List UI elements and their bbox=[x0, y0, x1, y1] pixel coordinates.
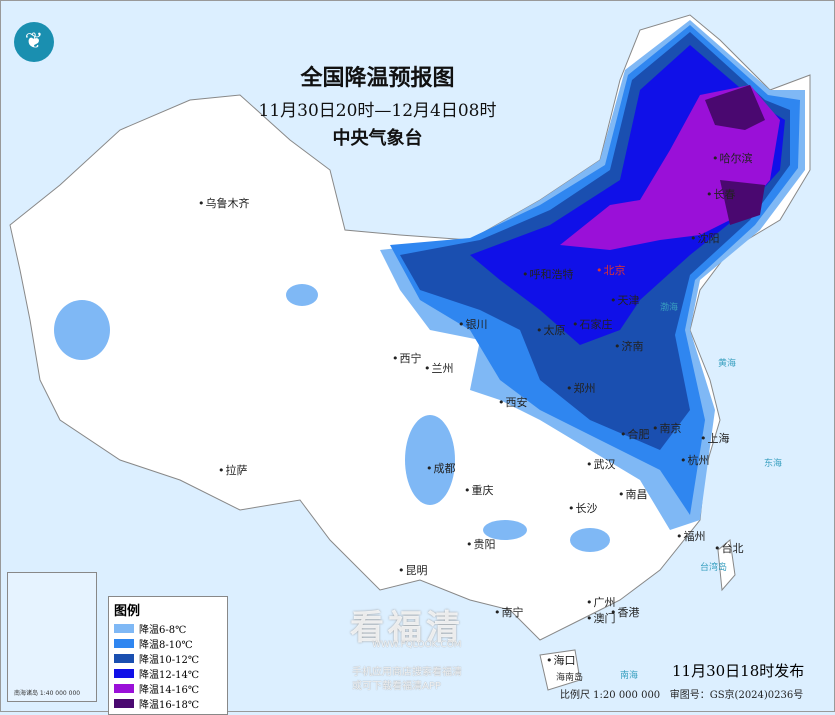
city-label: 拉萨 bbox=[218, 462, 248, 478]
sea-label: 黄海 bbox=[718, 359, 737, 369]
city-label: 合肥 bbox=[620, 426, 650, 442]
legend-item: 降温6-8℃ bbox=[114, 621, 222, 636]
legend-title: 图例 bbox=[114, 604, 141, 619]
legend-label: 降温10-12℃ bbox=[139, 655, 200, 666]
island-label: 台湾岛 bbox=[700, 563, 728, 573]
cma-logo: ❦ bbox=[14, 22, 54, 62]
city-label: 郑州 bbox=[566, 380, 596, 396]
city-label: 乌鲁木齐 bbox=[198, 195, 250, 211]
patch-guizhou bbox=[483, 520, 527, 540]
city-label-capital: 北京 bbox=[596, 262, 626, 278]
legend-swatch bbox=[114, 684, 134, 693]
inset-label: 南海诸岛 1:40 000 000 bbox=[14, 690, 81, 697]
island-label: 海南岛 bbox=[556, 673, 584, 683]
patch-tibet-west bbox=[54, 300, 110, 360]
city-label: 长沙 bbox=[568, 500, 598, 516]
city-label: 西安 bbox=[498, 394, 528, 410]
watermark-brand: 看福清 bbox=[350, 608, 464, 648]
city-label: 澳门 bbox=[586, 610, 616, 626]
scale-info: 比例尺 1:20 000 000 审图号：GS京(2024)0236号 bbox=[560, 686, 803, 701]
patch-hunan bbox=[570, 528, 610, 552]
legend-label: 降温6-8℃ bbox=[139, 625, 187, 636]
legend-item: 降温10-12℃ bbox=[114, 651, 222, 666]
watermark-line: 手机应用商店搜索看福清 bbox=[352, 667, 462, 678]
watermark-line: 或可下载看福清APP bbox=[352, 681, 441, 692]
city-label: 上海 bbox=[700, 430, 730, 446]
city-label: 西宁 bbox=[392, 350, 422, 366]
legend-swatch bbox=[114, 624, 134, 633]
city-label: 长春 bbox=[706, 186, 736, 202]
city-label: 沈阳 bbox=[690, 230, 720, 246]
city-label: 海口 bbox=[546, 652, 576, 668]
scale-text: 比例尺 1:20 000 000 bbox=[560, 690, 661, 701]
city-label: 昆明 bbox=[398, 562, 428, 578]
sea-label: 渤海 bbox=[660, 303, 679, 313]
legend-label: 降温12-14℃ bbox=[139, 670, 200, 681]
sea-label: 东海 bbox=[764, 459, 783, 469]
legend-item: 降温8-10℃ bbox=[114, 636, 222, 651]
city-label: 重庆 bbox=[464, 482, 494, 498]
city-label: 呼和浩特 bbox=[522, 266, 574, 282]
city-label: 南宁 bbox=[494, 604, 524, 620]
city-label: 杭州 bbox=[680, 452, 710, 468]
map-title: 全国降温预报图 bbox=[300, 65, 455, 91]
issue-time: 11月30日18时发布 bbox=[672, 662, 805, 680]
watermark-url: WWW.FQLOOK.COM bbox=[372, 640, 462, 650]
city-label: 兰州 bbox=[424, 360, 454, 376]
legend-swatch bbox=[114, 669, 134, 678]
patch-xinjiang bbox=[286, 284, 318, 306]
watermark-text: 手机应用商店搜索看福清 或可下载看福清APP bbox=[352, 666, 462, 694]
band-16-18 bbox=[705, 85, 765, 225]
sea-label: 南海 bbox=[620, 671, 639, 681]
city-label: 福州 bbox=[676, 528, 706, 544]
city-label: 南京 bbox=[652, 420, 682, 436]
city-label: 哈尔滨 bbox=[712, 150, 753, 166]
city-label: 太原 bbox=[536, 322, 566, 338]
legend-swatch bbox=[114, 699, 134, 708]
legend-item: 降温12-14℃ bbox=[114, 666, 222, 681]
legend-swatch bbox=[114, 639, 134, 648]
city-label: 济南 bbox=[614, 338, 644, 354]
legend-swatch bbox=[114, 654, 134, 663]
city-label: 成都 bbox=[426, 460, 456, 476]
legend-label: 降温14-16℃ bbox=[139, 685, 200, 696]
city-label: 石家庄 bbox=[572, 316, 613, 332]
city-label: 香港 bbox=[610, 604, 640, 620]
agency: 中央气象台 bbox=[332, 128, 423, 149]
city-label: 台北 bbox=[714, 540, 744, 556]
city-label: 贵阳 bbox=[466, 536, 496, 552]
legend-label: 降温8-10℃ bbox=[139, 640, 193, 651]
forecast-period: 11月30日20时—12月4日08时 bbox=[258, 101, 497, 121]
city-label: 武汉 bbox=[586, 456, 616, 472]
city-label: 天津 bbox=[610, 292, 640, 308]
legend-item: 降温14-16℃ bbox=[114, 681, 222, 696]
map-approval-number: 审图号：GS京(2024)0236号 bbox=[669, 690, 804, 701]
south-china-sea-inset: 南海诸岛 1:40 000 000 bbox=[7, 572, 97, 702]
legend: 图例 降温6-8℃ 降温8-10℃ 降温10-12℃ 降温12-14℃ 降温14-16℃… bbox=[108, 596, 228, 715]
legend-label: 降温16-18℃ bbox=[139, 700, 200, 711]
legend-item: 降温16-18℃ bbox=[114, 696, 222, 711]
city-label: 银川 bbox=[458, 316, 488, 332]
city-label: 南昌 bbox=[618, 486, 648, 502]
